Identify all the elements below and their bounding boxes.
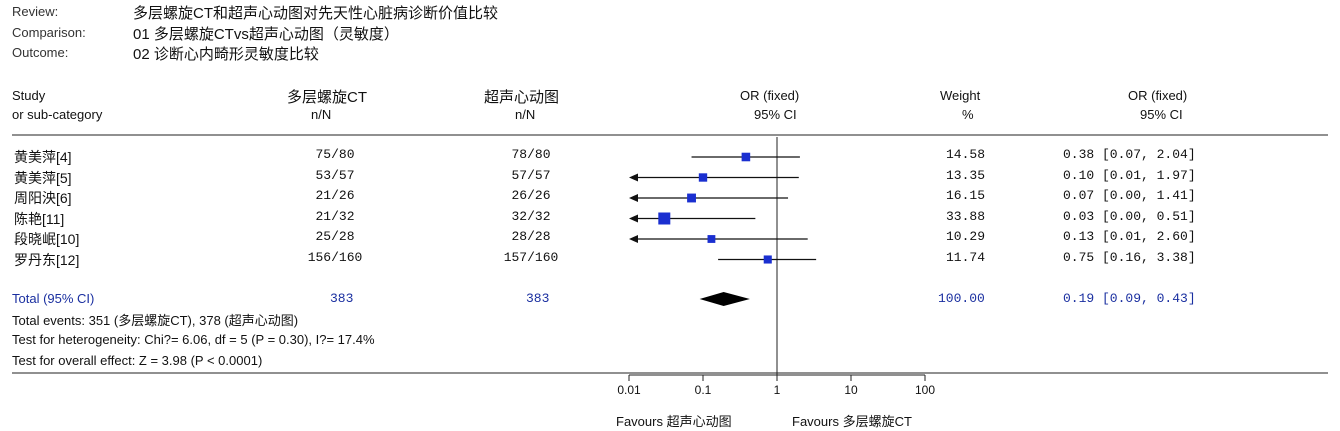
x-tick-label: 100 [915, 383, 935, 397]
total-group2: 383 [526, 291, 550, 306]
header-group1-sub: n/N [311, 107, 332, 122]
comparison-label: Comparison: [12, 25, 86, 40]
total-group1: 383 [330, 291, 354, 306]
total-label: Total (95% CI) [12, 291, 95, 306]
study-name: 黄美萍[5] [14, 169, 72, 186]
study-n2: 157/160 [503, 249, 559, 265]
study-weight: 14.58 [946, 147, 986, 162]
study-name: 陈艳[11] [14, 210, 65, 227]
header-or: OR (fixed) [740, 88, 800, 103]
header-or-sub: 95% CI [754, 107, 797, 122]
header-group2: 超声心动图 [484, 89, 560, 106]
study-name: 段晓岷[10] [14, 231, 80, 247]
header-subcategory: or sub-category [12, 107, 103, 122]
header-weight: Weight [940, 88, 981, 103]
study-ci: 0.38 [0.07, 2.04] [1063, 147, 1196, 162]
study-n1: 21/32 [315, 208, 355, 224]
review-value: 多层螺旋CT和超声心动图对先天性心脏病诊断价值比较 [133, 5, 498, 22]
ci-arrow-left [629, 235, 638, 243]
point-estimate-box [763, 255, 772, 264]
point-estimate-box [707, 235, 716, 243]
favours-left: Favours 超声心动图 [616, 414, 732, 429]
x-tick-label: 10 [844, 383, 858, 397]
ci-arrow-left [629, 214, 638, 223]
favours-right: Favours 多层螺旋CT [792, 414, 912, 429]
point-estimate-box [698, 173, 708, 182]
study-n2: 26/26 [511, 188, 551, 203]
study-n1: 25/28 [315, 229, 355, 244]
study-n2: 78/80 [511, 147, 551, 162]
study-n1: 21/26 [315, 188, 355, 203]
ci-arrow-left [629, 194, 638, 202]
study-ci: 0.13 [0.01, 2.60] [1063, 229, 1196, 244]
study-weight: 33.88 [946, 208, 986, 224]
comparison-value: 01 多层螺旋CTvs超声心动图（灵敏度） [133, 26, 399, 43]
study-weight: 13.35 [946, 167, 986, 183]
study-n2: 32/32 [511, 208, 551, 224]
study-n2: 57/57 [511, 167, 551, 183]
x-tick-label: 0.01 [617, 383, 641, 397]
study-weight: 16.15 [946, 188, 986, 203]
header-group1: 多层螺旋CT [287, 89, 367, 106]
total-events: Total events: 351 (多层螺旋CT), 378 (超声心动图) [12, 313, 299, 328]
header-or2-sub: 95% CI [1140, 107, 1183, 122]
study-name: 黄美萍[4] [14, 149, 72, 165]
header-weight-sub: % [962, 107, 974, 122]
overall-effect-test: Test for overall effect: Z = 3.98 (P < 0… [12, 353, 263, 368]
study-n1: 53/57 [315, 167, 355, 183]
study-ci: 0.10 [0.01, 1.97] [1063, 167, 1196, 183]
x-tick-label: 1 [774, 383, 781, 397]
header-group2-sub: n/N [515, 107, 536, 122]
review-label: Review: [12, 4, 59, 19]
total-weight: 100.00 [938, 291, 985, 306]
header-study: Study [12, 88, 46, 103]
study-ci: 0.75 [0.16, 3.38] [1063, 249, 1196, 265]
heterogeneity-test: Test for heterogeneity: Chi?= 6.06, df =… [12, 332, 375, 347]
study-name: 周阳泱[6] [14, 190, 72, 206]
point-estimate-box [687, 193, 696, 203]
study-weight: 10.29 [946, 229, 986, 244]
total-ci: 0.19 [0.09, 0.43] [1063, 291, 1196, 306]
study-weight: 11.74 [946, 249, 986, 265]
outcome-label: Outcome: [12, 45, 69, 60]
x-tick-label: 0.1 [695, 383, 712, 397]
study-name: 罗丹东[12] [14, 251, 80, 268]
study-n2: 28/28 [511, 229, 551, 244]
study-ci: 0.07 [0.00, 1.41] [1063, 188, 1196, 203]
point-estimate-box [741, 152, 751, 162]
outcome-value: 02 诊断心内畸形灵敏度比较 [133, 46, 319, 63]
study-ci: 0.03 [0.00, 0.51] [1063, 208, 1196, 224]
pooled-diamond [699, 292, 750, 306]
ci-arrow-left [629, 173, 638, 182]
study-n1: 156/160 [307, 249, 363, 265]
header-or2: OR (fixed) [1128, 88, 1188, 103]
point-estimate-box [658, 212, 671, 225]
study-n1: 75/80 [315, 147, 355, 162]
